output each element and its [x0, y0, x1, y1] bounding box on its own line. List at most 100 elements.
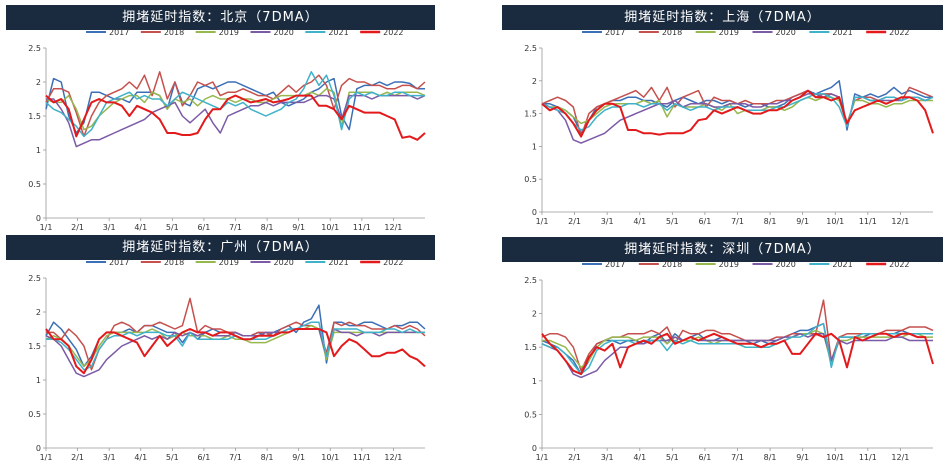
series-line-2019	[45, 88, 426, 131]
chart-plot: 0 0.5 1 1.5 2 2.5 1/1 2/1 3/1 4/1 5/1 6/1 7/1 8/1 9/1 1…	[524, 260, 934, 462]
chart-title: 拥堵延时指数：上海（7DMA）	[502, 5, 943, 30]
legend-label: 2022	[889, 260, 909, 269]
x-tick-label: 6/1	[698, 453, 711, 462]
legend-label: 2020	[776, 28, 796, 37]
legend-label: 2021	[328, 258, 348, 267]
series-line-2022	[541, 89, 934, 138]
x-tick-label: 7/1	[229, 223, 242, 232]
y-tick-label: 2.5	[28, 274, 41, 283]
series-line-2019	[541, 96, 933, 125]
chart-title: 拥堵延时指数：北京（7DMA）	[6, 5, 435, 30]
y-tick-label: 0	[532, 444, 537, 453]
y-tick-label: 1.5	[524, 110, 537, 119]
x-tick-label: 9/1	[292, 453, 305, 462]
series-line-2022	[45, 94, 426, 141]
x-tick-label: 10/1	[321, 223, 339, 232]
x-tick-label: 5/1	[166, 453, 179, 462]
x-tick-label: 9/1	[292, 223, 305, 232]
x-tick-label: 4/1	[633, 453, 646, 462]
x-tick-label: 2/1	[568, 217, 581, 226]
x-tick-label: 9/1	[796, 217, 809, 226]
y-tick-label: 1	[36, 146, 41, 155]
x-tick-label: 5/1	[666, 453, 679, 462]
y-tick-label: 0.5	[524, 410, 537, 419]
legend-label: 2019	[719, 260, 739, 269]
x-tick-label: 8/1	[261, 223, 274, 232]
series-line-2017	[45, 77, 425, 134]
x-tick-label: 12/1	[891, 453, 909, 462]
x-tick-label: 8/1	[764, 217, 777, 226]
y-tick-label: 0	[36, 214, 41, 223]
x-tick-label: 4/1	[134, 223, 147, 232]
x-tick-label: 2/1	[71, 223, 84, 232]
x-tick-label: 8/1	[764, 453, 777, 462]
legend-label: 2020	[776, 260, 796, 269]
chart-title: 拥堵延时指数：广州（7DMA）	[6, 235, 435, 260]
y-tick-label: 0	[36, 444, 41, 453]
y-tick-label: 1.5	[28, 342, 41, 351]
x-tick-label: 6/1	[698, 217, 711, 226]
series-line-2018	[45, 71, 426, 138]
chart-title: 拥堵延时指数：深圳（7DMA）	[502, 237, 943, 262]
x-tick-label: 6/1	[197, 453, 210, 462]
x-tick-label: 1/1	[40, 223, 53, 232]
x-tick-label: 12/1	[384, 223, 402, 232]
x-tick-label: 11/1	[859, 453, 877, 462]
x-tick-label: 10/1	[826, 453, 844, 462]
x-tick-label: 10/1	[321, 453, 339, 462]
series-line-2018	[46, 297, 426, 371]
y-tick-label: 2	[532, 310, 537, 319]
legend-label: 2019	[719, 28, 739, 37]
y-tick-label: 1	[532, 377, 537, 386]
legend-label: 2021	[832, 260, 852, 269]
series-line-2021	[46, 321, 425, 371]
x-tick-label: 7/1	[731, 453, 744, 462]
x-tick-label: 8/1	[261, 453, 274, 462]
legend-label: 2021	[328, 28, 348, 37]
x-tick-label: 1/1	[40, 453, 53, 462]
chart-panel-shanghai: 拥堵延时指数：上海（7DMA） 0 0.5 1 1.5 2 2.5 1/1 2/1 3/1 4/1…	[502, 5, 943, 227]
series-line-2022	[45, 328, 426, 375]
x-tick-label: 6/1	[197, 223, 210, 232]
legend-label: 2019	[219, 28, 239, 37]
x-tick-label: 5/1	[666, 217, 679, 226]
y-tick-label: 0.5	[524, 175, 537, 184]
legend-label: 2017	[605, 28, 625, 37]
x-tick-label: 1/1	[536, 217, 549, 226]
series-line-2020	[541, 333, 933, 379]
chart-panel-beijing: 拥堵延时指数：北京（7DMA） 0 0.5 1 1.5 2 2.5 1/1 2/1 3/1 4/1…	[6, 5, 435, 233]
y-tick-label: 1.5	[524, 343, 537, 352]
x-tick-label: 10/1	[826, 217, 844, 226]
legend-label: 2022	[383, 28, 403, 37]
x-tick-label: 11/1	[859, 217, 877, 226]
y-tick-label: 1	[532, 142, 537, 151]
legend-label: 2017	[109, 258, 129, 267]
chart-plot: 0 0.5 1 1.5 2 2.5 1/1 2/1 3/1 4/1 5/1 6/1 7/1 8/1 9/1 1…	[28, 28, 426, 232]
y-tick-label: 2	[532, 77, 537, 86]
y-tick-label: 2	[36, 308, 41, 317]
x-tick-label: 2/1	[71, 453, 84, 462]
chart-panel-shenzhen: 拥堵延时指数：深圳（7DMA） 0 0.5 1 1.5 2 2.5 1/1 2/1 3/1 4/1…	[502, 237, 943, 463]
y-tick-label: 0.5	[28, 180, 41, 189]
legend-label: 2022	[889, 28, 909, 37]
legend-label: 2021	[832, 28, 852, 37]
x-tick-label: 7/1	[229, 453, 242, 462]
legend-label: 2020	[274, 28, 294, 37]
y-tick-label: 2	[36, 78, 41, 87]
chart-panel-guangzhou: 拥堵延时指数：广州（7DMA） 0 0.5 1 1.5 2 2.5 1/1 2/1 3/1 4/1…	[6, 235, 435, 463]
series-line-2020	[46, 94, 426, 148]
series-line-2022	[541, 332, 934, 376]
legend-label: 2018	[662, 28, 682, 37]
y-tick-label: 2.5	[524, 276, 537, 285]
legend-label: 2017	[109, 28, 129, 37]
legend-label: 2022	[383, 258, 403, 267]
y-tick-label: 2.5	[524, 44, 537, 53]
x-tick-label: 3/1	[103, 453, 116, 462]
x-tick-label: 12/1	[891, 217, 909, 226]
legend-label: 2020	[274, 258, 294, 267]
y-tick-label: 1.5	[28, 112, 41, 121]
y-tick-label: 0	[532, 208, 537, 217]
legend-label: 2018	[662, 260, 682, 269]
x-tick-label: 2/1	[568, 453, 581, 462]
x-tick-label: 3/1	[601, 217, 614, 226]
